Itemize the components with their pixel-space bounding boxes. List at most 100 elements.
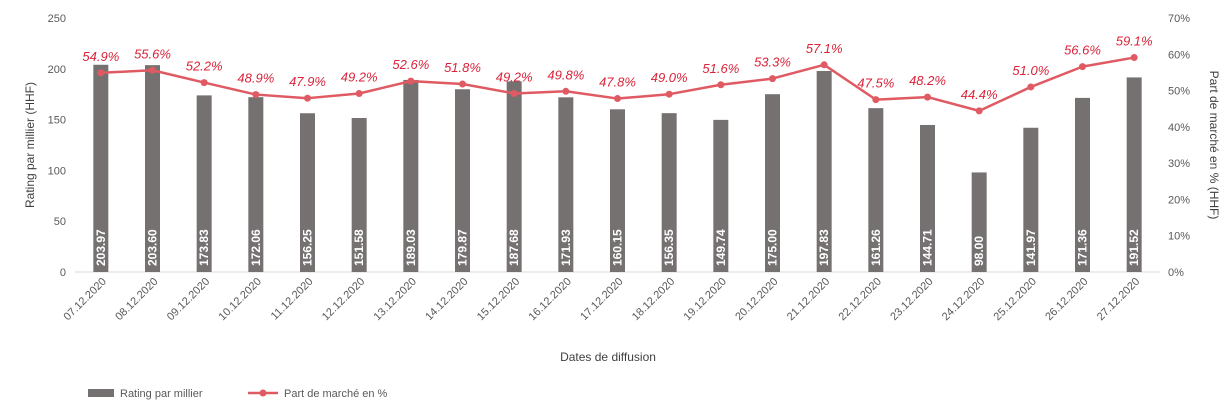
line-data-label: 59.1% — [1116, 34, 1153, 49]
line-point — [1079, 63, 1086, 71]
line-data-label: 52.2% — [186, 59, 223, 74]
x-tick-label: 08.12.2020 — [113, 276, 160, 323]
y-left-tick-label: 250 — [48, 13, 66, 25]
bar — [93, 64, 109, 272]
line-data-label: 48.9% — [237, 71, 274, 86]
x-tick-label: 17.12.2020 — [578, 276, 625, 323]
bar — [248, 97, 264, 272]
line-data-label: 47.8% — [599, 75, 636, 90]
bar — [920, 124, 935, 272]
y-right-tick-label: 30% — [1168, 158, 1190, 170]
x-tick-label: 21.12.2020 — [785, 276, 832, 323]
bar — [868, 108, 884, 272]
legend-bar-swatch — [88, 389, 114, 397]
bar — [661, 113, 677, 272]
right-axis-ticks: 0% 10% 20% 30% 40% 50% 60% 70% — [1168, 13, 1190, 279]
bar-data-label: 189.03 — [404, 229, 418, 266]
line-point — [562, 87, 570, 95]
bar — [506, 81, 522, 272]
bar-data-label: 141.97 — [1024, 229, 1038, 266]
y-left-tick-label: 0 — [60, 267, 66, 279]
line-data-label: 52.6% — [392, 57, 429, 72]
bar-data-label: 187.68 — [507, 229, 521, 266]
line-data-label: 48.2% — [909, 73, 946, 88]
bar-data-label: 173.83 — [197, 229, 211, 266]
line-point — [510, 89, 518, 97]
legend-bar-label: Rating par millier — [120, 388, 203, 400]
y-right-tick-label: 50% — [1168, 86, 1190, 98]
bar — [196, 95, 212, 272]
line-data-label: 47.5% — [857, 76, 894, 91]
line-data-label: 55.6% — [134, 46, 171, 61]
line-data-label: 49.2% — [341, 69, 378, 84]
y-left-tick-label: 150 — [48, 115, 66, 127]
y-right-tick-label: 60% — [1168, 49, 1190, 61]
legend-line-marker — [259, 389, 267, 397]
bar — [145, 65, 160, 273]
bar-data-label: 191.52 — [1127, 229, 1141, 266]
x-tick-label: 18.12.2020 — [630, 276, 677, 323]
y-right-tick-label: 10% — [1168, 231, 1190, 243]
x-tick-label: 24.12.2020 — [940, 276, 987, 323]
y-axis-left-title: Rating par millier (HHF) — [23, 82, 37, 208]
bar — [1075, 97, 1090, 272]
y-left-tick-label: 200 — [48, 64, 66, 76]
bar-data-label: 171.36 — [1076, 229, 1090, 266]
line-point — [924, 93, 931, 101]
y-right-tick-label: 40% — [1168, 122, 1190, 134]
bar — [1023, 127, 1039, 272]
line-point — [872, 96, 880, 104]
y-right-tick-label: 20% — [1168, 194, 1190, 206]
x-tick-label: 23.12.2020 — [888, 276, 935, 323]
y-right-tick-label: 0% — [1168, 267, 1184, 279]
x-tick-label: 22.12.2020 — [837, 276, 884, 323]
line-data-label: 49.2% — [496, 69, 533, 84]
line-data-label: 54.9% — [82, 49, 119, 64]
y-left-tick-label: 50 — [54, 216, 66, 228]
bar-data-label: 179.87 — [456, 229, 470, 266]
bar — [351, 117, 367, 272]
line-point — [355, 89, 363, 97]
line-data-label: 51.0% — [1012, 63, 1049, 78]
x-tick-label: 14.12.2020 — [423, 276, 470, 323]
line-point — [459, 80, 466, 88]
line-point — [304, 94, 311, 102]
bar-data-label: 151.58 — [352, 229, 366, 266]
legend: Rating par millier Part de marché en % — [88, 388, 388, 400]
bar-data-label: 203.60 — [146, 229, 160, 266]
line-point — [769, 75, 776, 83]
bar-series — [93, 64, 1142, 273]
bar-data-label: 156.25 — [301, 229, 315, 266]
line-data-label: 53.3% — [754, 55, 791, 70]
line-point — [97, 69, 105, 77]
line-point — [407, 77, 415, 85]
x-axis-ticks: 07.12.2020 08.12.2020 09.12.2020 10.12.2020… — [62, 276, 1143, 323]
x-tick-label: 19.12.2020 — [682, 276, 729, 323]
bar — [455, 89, 470, 273]
line-point — [200, 79, 208, 87]
line-data-label: 49.8% — [547, 67, 584, 82]
line-data-label: 51.6% — [702, 61, 739, 76]
legend-line-label: Part de marché en % — [284, 388, 388, 400]
line-point — [252, 91, 260, 99]
bar — [403, 79, 419, 272]
line-data-label: 56.6% — [1064, 43, 1101, 58]
x-axis-title: Dates de diffusion — [560, 350, 656, 364]
line-point — [717, 81, 725, 89]
bar-data-label: 197.83 — [817, 229, 831, 266]
bar-data-label: 144.71 — [921, 229, 935, 266]
bar — [610, 109, 625, 272]
line-point — [1130, 54, 1138, 62]
x-tick-label: 26.12.2020 — [1043, 276, 1090, 323]
line-data-labels: 54.9% 55.6% 52.2% 48.9% 47.9% 49.2% 52.6% 51.8%… — [82, 34, 1152, 102]
y-left-tick-label: 100 — [48, 165, 66, 177]
x-tick-label: 16.12.2020 — [527, 276, 574, 323]
bar — [765, 94, 780, 272]
bar-data-label: 98.00 — [972, 236, 986, 266]
line-data-label: 47.9% — [289, 74, 326, 89]
bar-data-label: 156.35 — [662, 229, 676, 266]
line-data-label: 49.0% — [651, 70, 688, 85]
line-point — [820, 61, 828, 69]
bar-data-label: 149.74 — [714, 229, 728, 266]
x-tick-label: 09.12.2020 — [165, 276, 212, 323]
